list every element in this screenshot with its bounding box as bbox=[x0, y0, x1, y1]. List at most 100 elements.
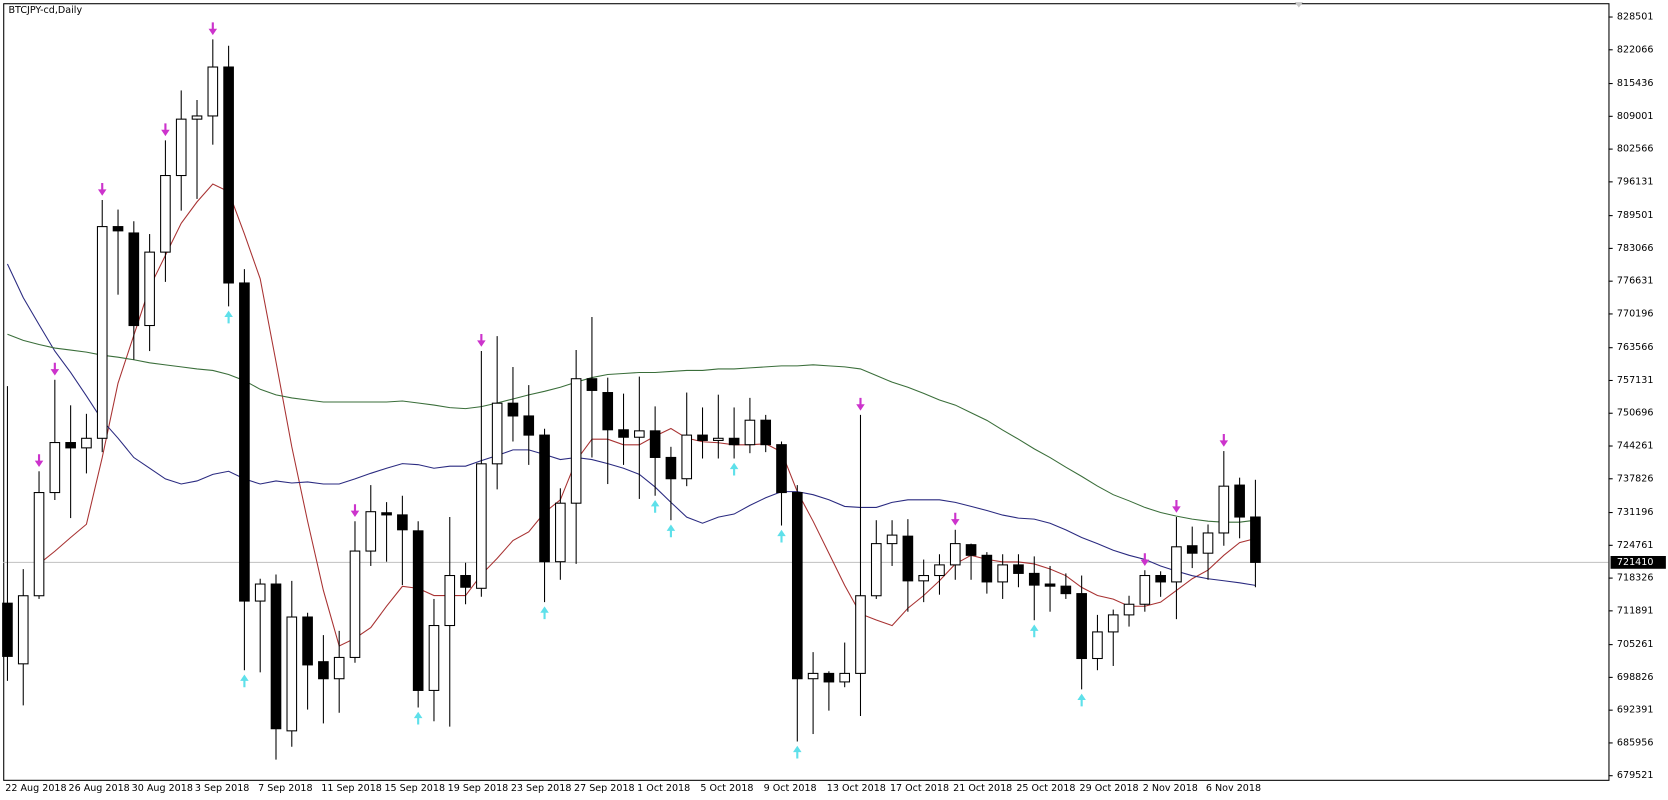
candle-body bbox=[697, 434, 708, 441]
candle-body bbox=[1139, 574, 1151, 605]
x-tick-label: 30 Aug 2018 bbox=[132, 783, 193, 794]
y-tick-label: 750696 bbox=[1617, 408, 1654, 419]
y-tick-label: 815436 bbox=[1617, 78, 1654, 89]
sell-arrow bbox=[50, 362, 60, 376]
sell-arrow bbox=[1140, 553, 1150, 566]
x-tick-label: 9 Oct 2018 bbox=[764, 783, 817, 794]
plot-frame bbox=[3, 3, 1610, 781]
x-tick-label: 29 Oct 2018 bbox=[1080, 783, 1139, 794]
candle-body bbox=[634, 430, 645, 438]
candle-body bbox=[333, 656, 345, 680]
candle-body bbox=[728, 437, 740, 446]
y-tick-label: 822066 bbox=[1617, 44, 1654, 55]
candle-body bbox=[33, 492, 45, 597]
sell-arrow bbox=[97, 182, 107, 196]
sell-arrow bbox=[34, 454, 44, 468]
candle-body bbox=[760, 419, 772, 446]
candle-body bbox=[270, 583, 282, 730]
y-tick-label: 711891 bbox=[1617, 605, 1654, 616]
y-tick-label: 783066 bbox=[1617, 243, 1654, 254]
buy-arrow bbox=[777, 529, 786, 543]
y-tick-label: 809001 bbox=[1617, 111, 1654, 122]
chart-title: BTCJPY-cd,Daily bbox=[9, 5, 83, 16]
candle-body bbox=[223, 66, 234, 284]
candle-body bbox=[365, 511, 377, 552]
x-tick-label: 25 Oct 2018 bbox=[1016, 783, 1075, 794]
x-tick-label: 15 Sep 2018 bbox=[384, 783, 445, 794]
candle-body bbox=[712, 437, 724, 441]
candle-body bbox=[318, 661, 329, 680]
candle-body bbox=[286, 616, 298, 732]
sell-arrow bbox=[951, 512, 960, 526]
x-tick-label: 13 Oct 2018 bbox=[827, 783, 886, 794]
x-tick-label: 17 Oct 2018 bbox=[890, 783, 949, 794]
moving-average bbox=[38, 183, 1256, 647]
x-tick-label: 26 Aug 2018 bbox=[69, 783, 130, 794]
candle-body bbox=[902, 535, 914, 582]
candle-body bbox=[1060, 585, 1072, 595]
candle-body bbox=[618, 429, 629, 438]
candle-body bbox=[1171, 546, 1182, 583]
moving-average bbox=[6, 263, 1256, 586]
candle-body bbox=[934, 564, 945, 577]
candle-body bbox=[523, 415, 535, 436]
candle-body bbox=[128, 232, 140, 327]
y-tick-label: 828501 bbox=[1617, 12, 1654, 23]
x-tick-label: 6 Nov 2018 bbox=[1206, 783, 1261, 794]
candle-body bbox=[1202, 532, 1214, 554]
x-tick-label: 7 Sep 2018 bbox=[258, 783, 313, 794]
candle-body bbox=[981, 554, 993, 583]
candle-body bbox=[918, 574, 929, 582]
candle-body bbox=[839, 672, 851, 683]
candle-body bbox=[144, 251, 155, 327]
y-tick-label: 776631 bbox=[1617, 276, 1654, 287]
y-tick-label: 796131 bbox=[1617, 176, 1654, 187]
x-tick-label: 1 Oct 2018 bbox=[637, 783, 690, 794]
candle-body bbox=[17, 595, 29, 665]
candle-body bbox=[239, 282, 250, 602]
last-price-label: 721410 bbox=[1617, 557, 1654, 568]
candle-body bbox=[96, 226, 108, 439]
candle-body bbox=[207, 66, 219, 117]
candle-body bbox=[191, 115, 203, 120]
x-tick-label: 3 Sep 2018 bbox=[195, 783, 250, 794]
buy-arrow bbox=[1077, 693, 1086, 707]
candle-body bbox=[507, 402, 519, 417]
candle-body bbox=[665, 456, 677, 480]
candle-body bbox=[1218, 485, 1230, 534]
candle-body bbox=[539, 434, 550, 563]
y-tick-label: 705261 bbox=[1617, 639, 1654, 650]
candle-body bbox=[65, 442, 76, 449]
sell-arrow bbox=[208, 22, 218, 36]
candle-body bbox=[570, 378, 582, 504]
candle-body bbox=[1092, 631, 1103, 660]
candle-body bbox=[1123, 603, 1135, 616]
candle-body bbox=[949, 543, 961, 566]
candle-body bbox=[2, 602, 13, 657]
candle-body bbox=[870, 543, 882, 597]
candle-body bbox=[428, 624, 440, 691]
y-tick-label: 802566 bbox=[1617, 144, 1654, 155]
candle-body bbox=[1250, 516, 1261, 563]
y-tick-label: 789501 bbox=[1617, 210, 1654, 221]
candle-body bbox=[602, 392, 614, 431]
candle-body bbox=[776, 444, 787, 494]
candle-body bbox=[1107, 614, 1119, 633]
y-tick-label: 679521 bbox=[1617, 770, 1654, 781]
y-tick-label: 757131 bbox=[1617, 375, 1654, 386]
y-tick-label: 770196 bbox=[1617, 308, 1654, 319]
sell-arrow bbox=[1172, 499, 1181, 513]
buy-arrow bbox=[729, 462, 739, 476]
y-tick-label: 744261 bbox=[1617, 441, 1654, 452]
sell-arrow bbox=[161, 123, 170, 137]
candle-body bbox=[397, 514, 408, 531]
candle-body bbox=[1044, 583, 1056, 587]
candle-body bbox=[855, 595, 866, 674]
x-tick-label: 11 Sep 2018 bbox=[321, 783, 382, 794]
candle-body bbox=[791, 492, 803, 680]
candle-body bbox=[649, 430, 661, 458]
sell-arrow bbox=[1219, 434, 1229, 447]
candle-body bbox=[81, 437, 92, 449]
candle-body bbox=[744, 419, 756, 446]
candle-body bbox=[349, 550, 361, 658]
